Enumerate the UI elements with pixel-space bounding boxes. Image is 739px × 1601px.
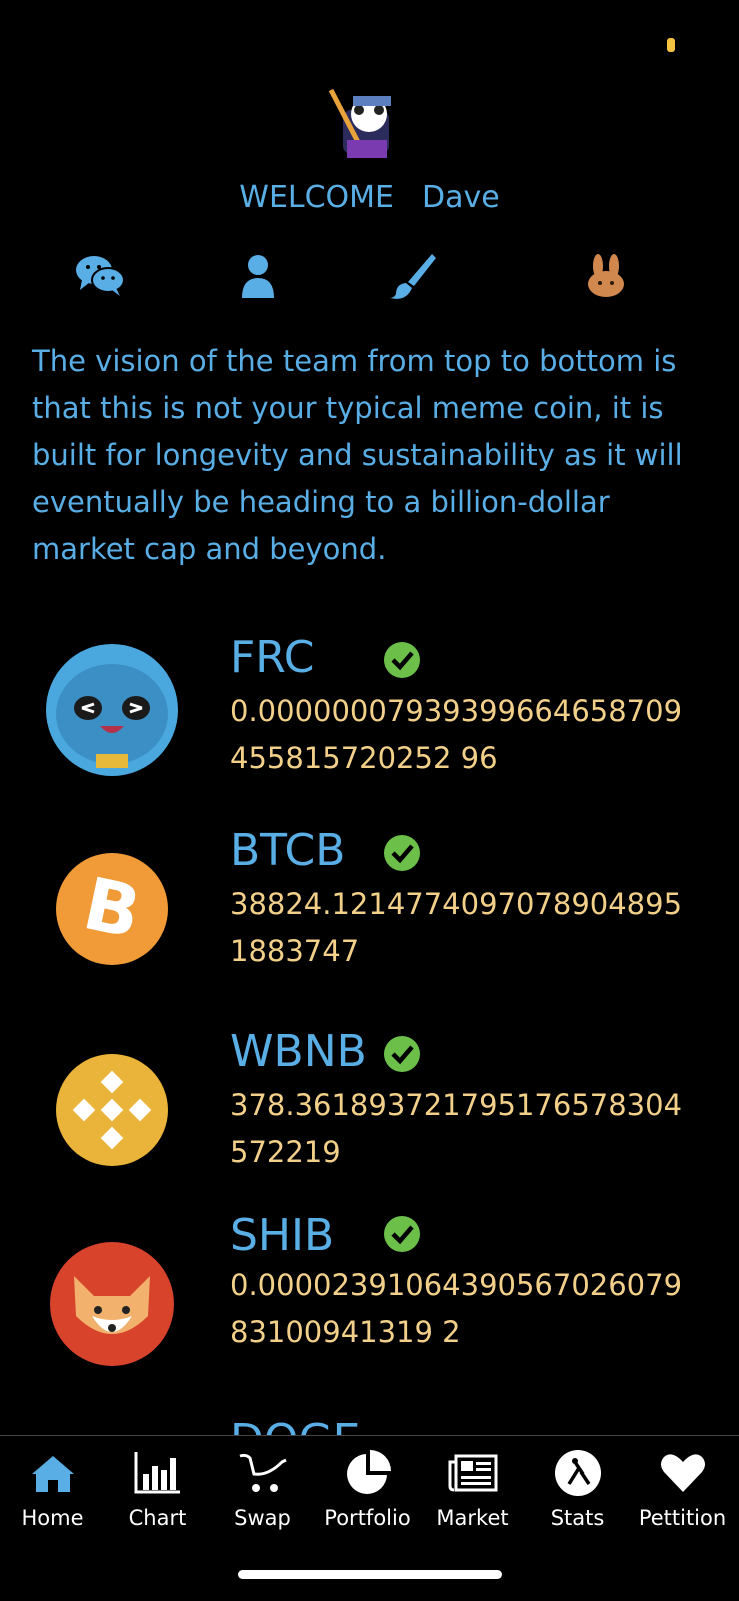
welcome-user-name: Dave bbox=[422, 180, 500, 215]
pie-chart-icon bbox=[346, 1450, 391, 1494]
shib-logo bbox=[50, 1242, 174, 1366]
coin-row-btcb[interactable]: B BTCB 38824.12147740970789048951883747 bbox=[0, 825, 739, 1005]
tab-portfolio[interactable]: Portfolio bbox=[315, 1448, 420, 1530]
coin-price: 38824.12147740970789048951883747 bbox=[230, 887, 683, 968]
coin-price: 0.0000239106439056702607983100941319 2 bbox=[230, 1268, 683, 1349]
tab-label: Chart bbox=[128, 1506, 187, 1530]
home-indicator[interactable] bbox=[238, 1570, 502, 1579]
tab-chart[interactable]: Chart bbox=[105, 1448, 210, 1530]
coin-row-frc[interactable]: FRC 0.0000000793939966465870945581572025… bbox=[0, 630, 739, 810]
newspaper-icon bbox=[448, 1454, 497, 1492]
coin-symbol: SHIB bbox=[230, 1210, 335, 1261]
verified-check-icon bbox=[384, 835, 420, 871]
wbnb-logo bbox=[56, 1054, 168, 1166]
verified-check-icon bbox=[384, 642, 420, 678]
coin-symbol: BTCB bbox=[230, 825, 346, 876]
coin-row-shib[interactable]: SHIB 0.000023910643905670260798310094131… bbox=[0, 1210, 739, 1408]
avatar bbox=[328, 88, 391, 158]
tab-label: Portfolio bbox=[324, 1506, 411, 1530]
stats-icon bbox=[554, 1450, 601, 1496]
heart-icon bbox=[660, 1454, 705, 1492]
tab-market[interactable]: Market bbox=[420, 1448, 525, 1530]
welcome-heading: WELCOME Dave bbox=[0, 180, 739, 215]
coin-symbol-partial: DOGE bbox=[230, 1415, 360, 1435]
coin-row-wbnb[interactable]: WBNB 378.361893721795176578304572219 bbox=[0, 1026, 739, 1210]
verified-check-icon bbox=[384, 1036, 420, 1072]
tab-home[interactable]: Home bbox=[0, 1448, 105, 1530]
coin-price: 378.361893721795176578304572219 bbox=[230, 1088, 683, 1169]
tab-label: Pettition bbox=[638, 1506, 727, 1530]
wechat-icon[interactable] bbox=[74, 252, 126, 300]
frc-logo bbox=[46, 644, 178, 776]
battery-indicator bbox=[667, 38, 675, 52]
vision-statement: The vision of the team from top to botto… bbox=[32, 344, 683, 566]
coin-symbol: WBNB bbox=[230, 1026, 367, 1077]
home-icon bbox=[31, 1456, 74, 1492]
tab-label: Swap bbox=[234, 1506, 291, 1530]
tab-label: Stats bbox=[550, 1506, 605, 1530]
coin-symbol: FRC bbox=[230, 632, 315, 683]
tab-label: Market bbox=[436, 1506, 509, 1530]
bar-chart-icon bbox=[134, 1452, 180, 1494]
tab-swap[interactable]: Swap bbox=[210, 1448, 315, 1530]
btcb-logo: B bbox=[56, 853, 168, 965]
coin-price: 0.00000007939399664658709455815720252 96 bbox=[230, 694, 683, 775]
tab-pettition[interactable]: Pettition bbox=[630, 1448, 735, 1530]
cart-icon bbox=[239, 1453, 287, 1492]
verified-check-icon bbox=[384, 1216, 420, 1252]
quick-links bbox=[0, 252, 739, 302]
tab-stats[interactable]: Stats bbox=[525, 1448, 630, 1530]
tab-label: Home bbox=[21, 1506, 84, 1530]
pancake-bunny-icon[interactable] bbox=[580, 252, 632, 300]
welcome-greeting: WELCOME bbox=[239, 180, 395, 215]
brush-icon[interactable] bbox=[388, 252, 440, 300]
user-icon[interactable] bbox=[232, 252, 284, 300]
